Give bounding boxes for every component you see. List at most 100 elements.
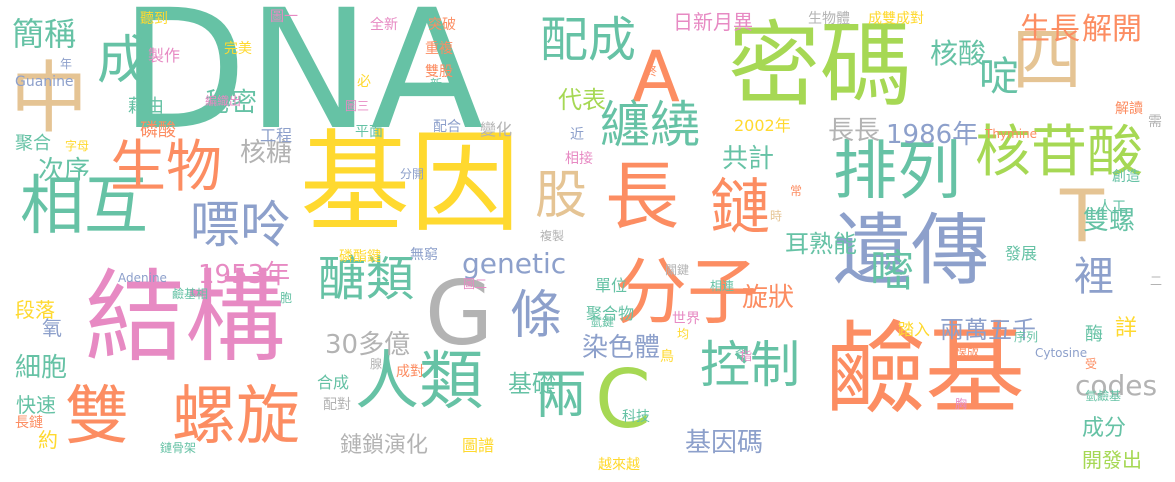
cloud-word: 分開: [400, 167, 425, 181]
cloud-word: 胸: [955, 397, 968, 411]
cloud-word: 合成: [317, 373, 350, 392]
cloud-word: 磷酯鍵: [339, 249, 381, 265]
cloud-word: 基因碼: [685, 428, 764, 458]
cloud-word: 雙螺: [1083, 206, 1136, 236]
cloud-word: 開發出: [1082, 448, 1142, 472]
cloud-word: 時: [770, 209, 783, 223]
cloud-word: 螺旋: [172, 380, 300, 454]
cloud-word: 必: [357, 74, 371, 90]
cloud-word: 藉由: [128, 96, 164, 117]
cloud-word: 解開: [1082, 12, 1142, 47]
cloud-word: 生長: [1020, 12, 1080, 47]
cloud-word: 共計: [722, 144, 775, 174]
cloud-word: Cytosine: [1035, 346, 1088, 360]
cloud-word: 無窮: [410, 247, 438, 263]
cloud-word: 秘密: [205, 88, 258, 118]
cloud-word: 常: [790, 184, 803, 198]
cloud-word: 突破: [428, 17, 456, 33]
cloud-word: 編織出: [205, 94, 242, 108]
cloud-word: 相連: [710, 279, 735, 293]
cloud-word: genetic: [462, 247, 567, 280]
cloud-word: 序列: [1014, 330, 1039, 344]
cloud-word: Thymine: [985, 127, 1038, 141]
cloud-word: 雙: [65, 380, 129, 454]
cloud-word: 核糖: [240, 138, 293, 168]
cloud-word: 日新月異: [673, 10, 753, 34]
cloud-word: Guanine: [15, 74, 74, 90]
cloud-word: 均: [677, 327, 690, 341]
cloud-word: 兩: [535, 366, 588, 426]
cloud-word: 氧: [42, 316, 62, 340]
cloud-word: 核苷酸: [975, 120, 1143, 185]
cloud-word: 長長: [828, 116, 881, 146]
cloud-word: 分子: [615, 250, 760, 334]
cloud-word: 圖三: [345, 99, 370, 113]
cloud-word: 鹼基: [825, 311, 1025, 428]
cloud-word: 快速: [16, 393, 56, 417]
cloud-word: 新: [430, 77, 443, 91]
cloud-word: 聽到: [140, 11, 168, 27]
cloud-word: 關鍵: [665, 263, 690, 277]
cloud-word: 酶: [1085, 324, 1103, 345]
cloud-word: 創造: [1112, 169, 1140, 185]
cloud-word: T: [1060, 174, 1104, 258]
cloud-word: 配對: [323, 397, 351, 413]
cloud-word: A: [632, 36, 680, 118]
cloud-word: 發展: [1005, 244, 1038, 263]
cloud-word: 相互: [20, 170, 148, 244]
cloud-word: 兩萬五千: [940, 316, 1036, 344]
cloud-word: 單位: [595, 276, 628, 295]
cloud-word: 段落: [15, 298, 55, 322]
cloud-word: 相接: [565, 151, 593, 167]
cloud-word: 越來越: [598, 457, 640, 473]
cloud-word: 次序: [38, 156, 91, 186]
cloud-word: 聚合物: [586, 304, 635, 323]
cloud-word: 代表: [558, 86, 606, 114]
cloud-word: 胞: [280, 291, 293, 305]
cloud-word: 遺傳: [833, 206, 990, 296]
cloud-word: 2002年: [734, 116, 791, 135]
cloud-word: 旋狀: [742, 283, 795, 313]
cloud-word: 生物體: [808, 11, 850, 27]
cloud-word: 醣類: [318, 251, 415, 307]
cloud-word: 約: [38, 428, 58, 452]
cloud-word: DNA: [120, 0, 484, 166]
cloud-word: 四: [1012, 19, 1082, 101]
cloud-word: 重複: [425, 41, 453, 57]
cloud-word: 長鏈: [15, 415, 43, 431]
cloud-word: 結構: [85, 259, 285, 376]
cloud-word: G: [425, 262, 494, 365]
cloud-word: 耳熟能: [785, 230, 857, 258]
cloud-word: 股: [535, 166, 588, 226]
cloud-word: 鏈骨架: [160, 441, 197, 455]
cloud-word: 生物: [110, 135, 222, 200]
cloud-word: 複製: [540, 229, 565, 243]
cloud-word: 嘧: [870, 246, 914, 297]
cloud-word: 圖譜: [462, 436, 495, 455]
cloud-word: 世界: [672, 311, 700, 327]
cloud-word: 詳: [1115, 316, 1138, 341]
cloud-word: codes: [1075, 369, 1158, 402]
cloud-word: 需: [1148, 114, 1162, 130]
cloud-word: 年: [60, 57, 73, 71]
cloud-word: 成: [97, 31, 150, 91]
cloud-word: 平面: [355, 124, 383, 140]
cloud-word: 人類: [355, 345, 483, 419]
cloud-word: 全新: [370, 17, 398, 33]
cloud-word: 雙股: [425, 64, 453, 80]
cloud-word: 啶: [972, 55, 1018, 95]
cloud-word: 鹼基相: [172, 287, 209, 301]
cloud-word: 變化: [480, 120, 513, 139]
cloud-word: 鏈: [710, 173, 770, 243]
cloud-word: 指: [740, 349, 753, 363]
cloud-word: 二: [1150, 274, 1163, 288]
cloud-word: 嘌呤: [190, 196, 290, 254]
cloud-word: 密碼: [728, 12, 913, 119]
cloud-word: 排列: [833, 135, 961, 209]
cloud-word: 近: [570, 127, 584, 143]
cloud-word: 基因: [300, 119, 520, 247]
cloud-word: 細胞: [15, 353, 68, 383]
cloud-word: 配成: [540, 12, 637, 68]
cloud-word: 製作: [148, 46, 181, 65]
